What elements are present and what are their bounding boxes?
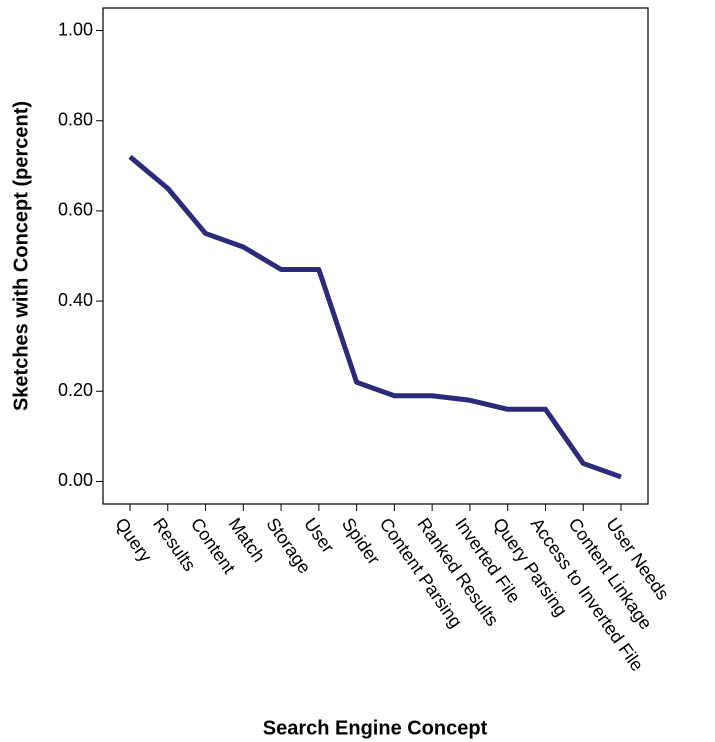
plot-frame [102,7,649,505]
y-tick-label: 0.40 [58,290,93,310]
line [128,154,622,480]
x-axis-title: Search Engine Concept [263,717,488,739]
y-axis-title: Sketches with Concept (percent) [10,101,32,411]
x-tick-label: User [300,514,338,557]
y-tick-label: 1.00 [58,19,93,39]
y-tick-label: 0.80 [58,109,93,129]
y-tick-label: 0.60 [58,200,93,220]
y-tick-label: 0.00 [58,470,93,490]
x-tick-label: Spider [338,514,384,568]
y-tick-label: 0.20 [58,380,93,400]
x-tick-label: Query [111,514,156,566]
